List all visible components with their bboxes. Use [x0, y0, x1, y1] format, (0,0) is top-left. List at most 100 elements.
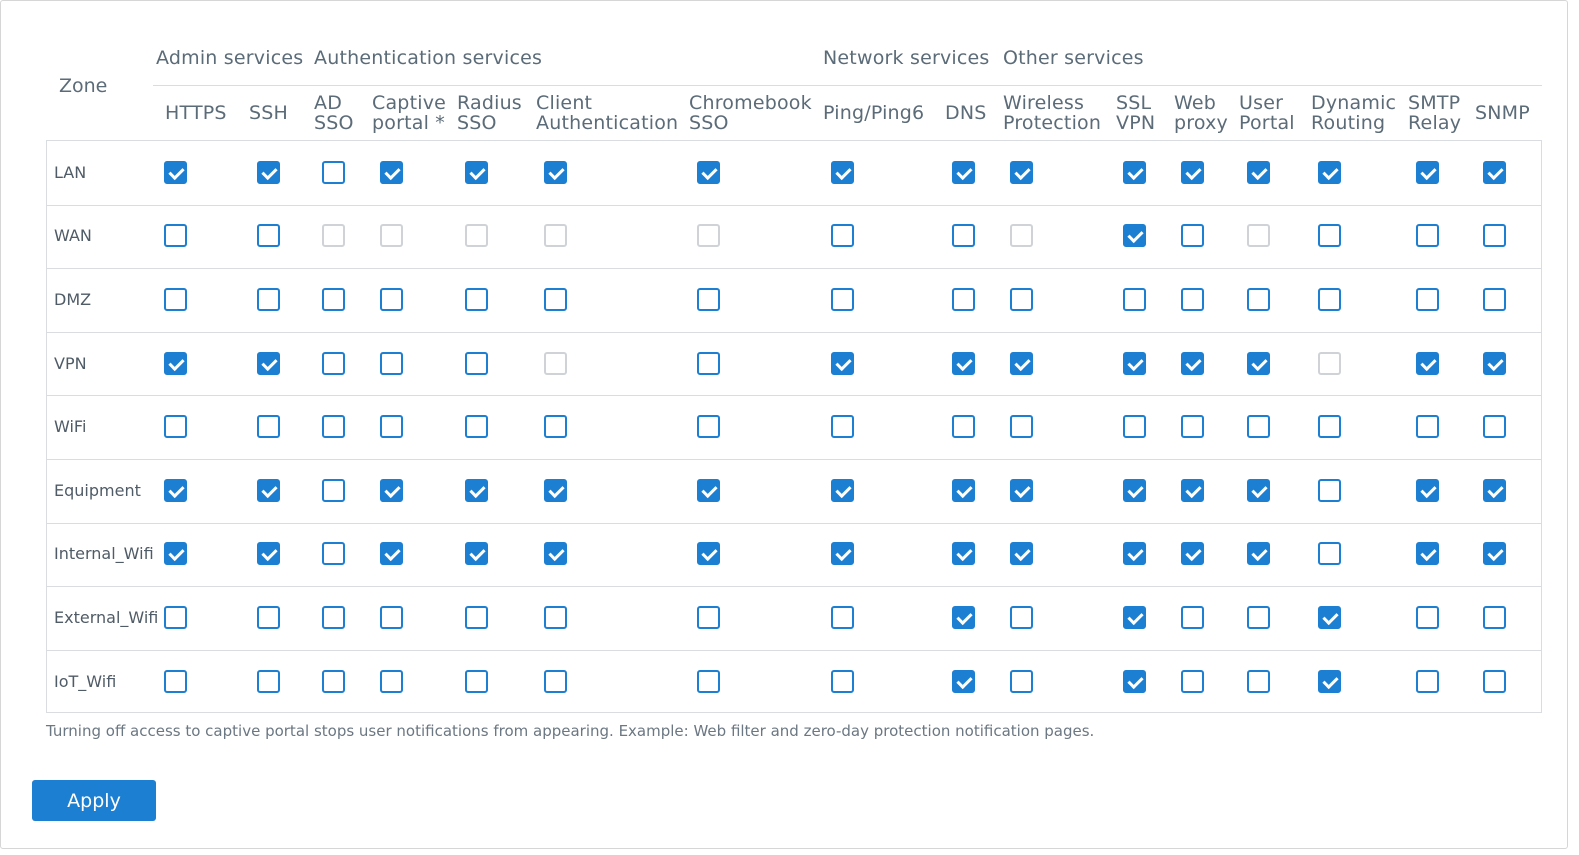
checkbox-internal_wifi-snmp[interactable] [1483, 542, 1506, 565]
checkbox-equipment-client-authentication[interactable] [544, 479, 567, 502]
checkbox-iot_wifi-wireless-protection[interactable] [1010, 670, 1033, 693]
checkbox-lan-chromebook-sso[interactable] [697, 161, 720, 184]
checkbox-internal_wifi-ad-sso[interactable] [322, 542, 345, 565]
checkbox-equipment-ping-ping6[interactable] [831, 479, 854, 502]
checkbox-dmz-radius-sso[interactable] [465, 288, 488, 311]
checkbox-external_wifi-chromebook-sso[interactable] [697, 606, 720, 629]
checkbox-internal_wifi-ssl-vpn[interactable] [1123, 542, 1146, 565]
checkbox-dmz-wireless-protection[interactable] [1010, 288, 1033, 311]
checkbox-wan-ping-ping6[interactable] [831, 224, 854, 247]
checkbox-wifi-dynamic-routing[interactable] [1318, 415, 1341, 438]
checkbox-iot_wifi-ssh[interactable] [257, 670, 280, 693]
checkbox-internal_wifi-chromebook-sso[interactable] [697, 542, 720, 565]
checkbox-iot_wifi-chromebook-sso[interactable] [697, 670, 720, 693]
checkbox-iot_wifi-ssl-vpn[interactable] [1123, 670, 1146, 693]
checkbox-dmz-captive-portal[interactable] [380, 288, 403, 311]
checkbox-dmz-chromebook-sso[interactable] [697, 288, 720, 311]
checkbox-internal_wifi-smtp-relay[interactable] [1416, 542, 1439, 565]
checkbox-dmz-client-authentication[interactable] [544, 288, 567, 311]
checkbox-wifi-client-authentication[interactable] [544, 415, 567, 438]
checkbox-vpn-wireless-protection[interactable] [1010, 352, 1033, 375]
checkbox-equipment-https[interactable] [164, 479, 187, 502]
checkbox-iot_wifi-client-authentication[interactable] [544, 670, 567, 693]
checkbox-vpn-chromebook-sso[interactable] [697, 352, 720, 375]
checkbox-wifi-captive-portal[interactable] [380, 415, 403, 438]
checkbox-external_wifi-dns[interactable] [952, 606, 975, 629]
checkbox-lan-https[interactable] [164, 161, 187, 184]
checkbox-equipment-ssl-vpn[interactable] [1123, 479, 1146, 502]
checkbox-wan-ssl-vpn[interactable] [1123, 224, 1146, 247]
checkbox-wifi-ping-ping6[interactable] [831, 415, 854, 438]
checkbox-equipment-chromebook-sso[interactable] [697, 479, 720, 502]
checkbox-dmz-web-proxy[interactable] [1181, 288, 1204, 311]
checkbox-external_wifi-client-authentication[interactable] [544, 606, 567, 629]
checkbox-iot_wifi-dynamic-routing[interactable] [1318, 670, 1341, 693]
checkbox-vpn-snmp[interactable] [1483, 352, 1506, 375]
checkbox-wifi-ad-sso[interactable] [322, 415, 345, 438]
checkbox-equipment-dynamic-routing[interactable] [1318, 479, 1341, 502]
checkbox-internal_wifi-https[interactable] [164, 542, 187, 565]
checkbox-wan-dynamic-routing[interactable] [1318, 224, 1341, 247]
checkbox-vpn-smtp-relay[interactable] [1416, 352, 1439, 375]
checkbox-iot_wifi-smtp-relay[interactable] [1416, 670, 1439, 693]
checkbox-internal_wifi-dns[interactable] [952, 542, 975, 565]
checkbox-internal_wifi-dynamic-routing[interactable] [1318, 542, 1341, 565]
checkbox-wifi-wireless-protection[interactable] [1010, 415, 1033, 438]
checkbox-external_wifi-snmp[interactable] [1483, 606, 1506, 629]
checkbox-vpn-captive-portal[interactable] [380, 352, 403, 375]
checkbox-external_wifi-radius-sso[interactable] [465, 606, 488, 629]
checkbox-lan-smtp-relay[interactable] [1416, 161, 1439, 184]
checkbox-lan-wireless-protection[interactable] [1010, 161, 1033, 184]
checkbox-wan-web-proxy[interactable] [1181, 224, 1204, 247]
apply-button[interactable]: Apply [32, 780, 156, 821]
checkbox-vpn-https[interactable] [164, 352, 187, 375]
checkbox-dmz-ad-sso[interactable] [322, 288, 345, 311]
checkbox-internal_wifi-captive-portal[interactable] [380, 542, 403, 565]
checkbox-dmz-dns[interactable] [952, 288, 975, 311]
checkbox-lan-ad-sso[interactable] [322, 161, 345, 184]
checkbox-external_wifi-web-proxy[interactable] [1181, 606, 1204, 629]
checkbox-wan-ssh[interactable] [257, 224, 280, 247]
checkbox-external_wifi-smtp-relay[interactable] [1416, 606, 1439, 629]
checkbox-internal_wifi-ssh[interactable] [257, 542, 280, 565]
checkbox-iot_wifi-user-portal[interactable] [1247, 670, 1270, 693]
checkbox-vpn-ad-sso[interactable] [322, 352, 345, 375]
checkbox-iot_wifi-web-proxy[interactable] [1181, 670, 1204, 693]
checkbox-wan-snmp[interactable] [1483, 224, 1506, 247]
checkbox-external_wifi-ssh[interactable] [257, 606, 280, 629]
checkbox-wifi-web-proxy[interactable] [1181, 415, 1204, 438]
checkbox-iot_wifi-ad-sso[interactable] [322, 670, 345, 693]
checkbox-lan-snmp[interactable] [1483, 161, 1506, 184]
checkbox-iot_wifi-dns[interactable] [952, 670, 975, 693]
checkbox-internal_wifi-radius-sso[interactable] [465, 542, 488, 565]
checkbox-iot_wifi-snmp[interactable] [1483, 670, 1506, 693]
checkbox-wifi-ssh[interactable] [257, 415, 280, 438]
checkbox-iot_wifi-radius-sso[interactable] [465, 670, 488, 693]
checkbox-external_wifi-ping-ping6[interactable] [831, 606, 854, 629]
checkbox-equipment-ad-sso[interactable] [322, 479, 345, 502]
checkbox-equipment-radius-sso[interactable] [465, 479, 488, 502]
checkbox-wifi-https[interactable] [164, 415, 187, 438]
checkbox-vpn-ping-ping6[interactable] [831, 352, 854, 375]
checkbox-lan-ping-ping6[interactable] [831, 161, 854, 184]
checkbox-iot_wifi-https[interactable] [164, 670, 187, 693]
checkbox-lan-radius-sso[interactable] [465, 161, 488, 184]
checkbox-internal_wifi-web-proxy[interactable] [1181, 542, 1204, 565]
checkbox-dmz-dynamic-routing[interactable] [1318, 288, 1341, 311]
checkbox-lan-ssh[interactable] [257, 161, 280, 184]
checkbox-equipment-captive-portal[interactable] [380, 479, 403, 502]
checkbox-external_wifi-wireless-protection[interactable] [1010, 606, 1033, 629]
checkbox-wifi-radius-sso[interactable] [465, 415, 488, 438]
checkbox-equipment-wireless-protection[interactable] [1010, 479, 1033, 502]
checkbox-wan-https[interactable] [164, 224, 187, 247]
checkbox-internal_wifi-wireless-protection[interactable] [1010, 542, 1033, 565]
checkbox-lan-dynamic-routing[interactable] [1318, 161, 1341, 184]
checkbox-external_wifi-ssl-vpn[interactable] [1123, 606, 1146, 629]
checkbox-lan-web-proxy[interactable] [1181, 161, 1204, 184]
checkbox-internal_wifi-client-authentication[interactable] [544, 542, 567, 565]
checkbox-equipment-dns[interactable] [952, 479, 975, 502]
checkbox-dmz-smtp-relay[interactable] [1416, 288, 1439, 311]
checkbox-lan-ssl-vpn[interactable] [1123, 161, 1146, 184]
checkbox-dmz-ssh[interactable] [257, 288, 280, 311]
checkbox-dmz-snmp[interactable] [1483, 288, 1506, 311]
